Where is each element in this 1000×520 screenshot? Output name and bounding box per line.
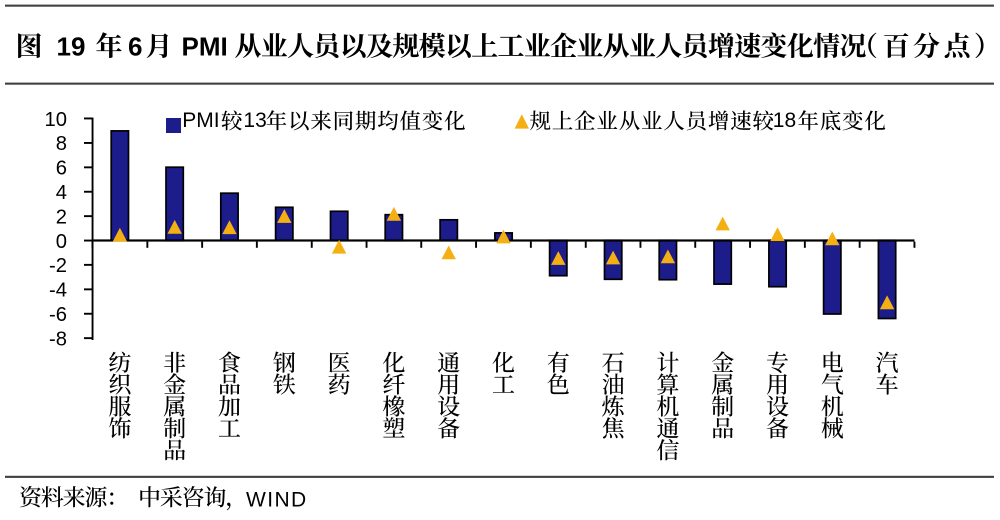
svg-text:0: 0 — [56, 231, 67, 253]
svg-text:13: 13 — [243, 109, 266, 132]
svg-text:18: 18 — [773, 109, 796, 132]
svg-text:6: 6 — [128, 32, 142, 62]
svg-text:-2: -2 — [49, 255, 67, 277]
svg-text:2: 2 — [56, 206, 67, 228]
svg-text:PMI: PMI — [182, 109, 219, 132]
svg-text:4: 4 — [56, 182, 67, 204]
svg-text:-4: -4 — [49, 280, 67, 302]
svg-text:8: 8 — [56, 133, 67, 155]
svg-text:10: 10 — [45, 109, 67, 131]
svg-text:6: 6 — [56, 158, 67, 180]
svg-text:-6: -6 — [49, 304, 67, 326]
svg-text:PMI: PMI — [182, 32, 228, 62]
svg-text:-8: -8 — [49, 328, 67, 350]
svg-text:19: 19 — [57, 32, 86, 62]
svg-text:WIND: WIND — [246, 489, 308, 512]
